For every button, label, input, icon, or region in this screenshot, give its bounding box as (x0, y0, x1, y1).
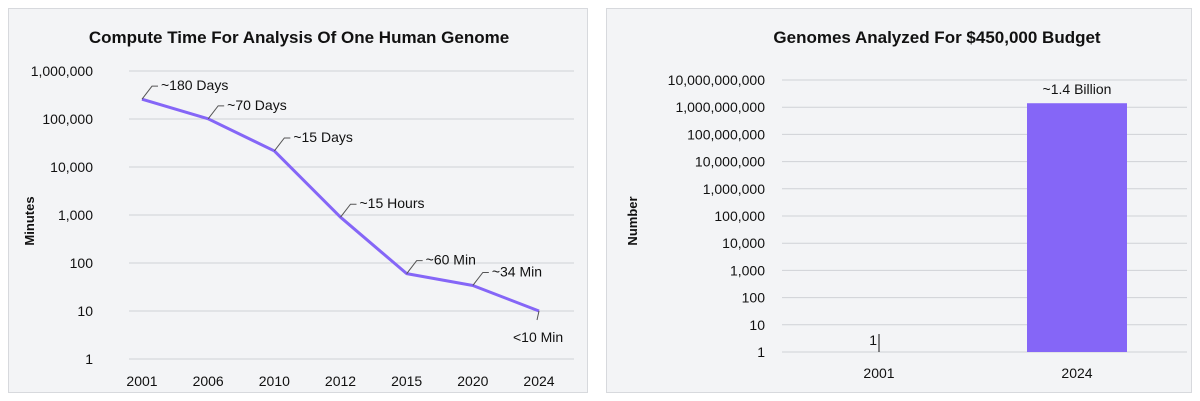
y-tick-label: 10,000,000 (695, 154, 765, 170)
data-label: ~1.4 Billion (1043, 81, 1112, 97)
x-tick-label: 2020 (457, 373, 488, 389)
x-tick-label: 2012 (325, 373, 356, 389)
y-tick-label: 100,000 (42, 111, 93, 127)
x-tick-label: 2001 (126, 373, 157, 389)
data-label-leader (406, 260, 423, 274)
x-tick-label: 2010 (259, 373, 290, 389)
data-label-leader (207, 105, 225, 120)
data-label: <10 Min (513, 329, 563, 345)
data-label: ~15 Hours (360, 195, 425, 211)
y-tick-label: 100 (70, 255, 94, 271)
compute-time-chart-panel: Compute Time For Analysis Of One Human G… (8, 8, 588, 393)
data-label-leader (472, 271, 489, 286)
y-tick-label: 1,000 (730, 262, 765, 278)
compute-time-chart: Compute Time For Analysis Of One Human G… (22, 28, 574, 389)
y-axis-title: Number (625, 196, 640, 245)
data-label-leader (141, 85, 158, 100)
data-label: ~34 Min (492, 263, 542, 279)
y-tick-label: 1 (757, 344, 765, 360)
y-tick-label: 10 (77, 303, 93, 319)
genomes-budget-chart: Genomes Analyzed For $450,000 Budget Num… (625, 28, 1187, 381)
y-tick-label: 1,000,000 (31, 63, 93, 79)
y-tick-label: 10 (749, 317, 765, 333)
x-tick-label: 2006 (193, 373, 224, 389)
data-label: ~15 Days (293, 129, 353, 145)
y-tick-label: 100,000 (714, 208, 765, 224)
y-tick-label: 1,000,000 (703, 181, 765, 197)
genomes-budget-chart-panel: Genomes Analyzed For $450,000 Budget Num… (606, 8, 1192, 393)
y-tick-label: 1,000,000,000 (675, 99, 765, 115)
data-label: ~70 Days (227, 97, 287, 113)
data-label: 1 (869, 332, 877, 348)
x-tick-label: 2015 (391, 373, 422, 389)
x-tick-label: 2024 (523, 373, 554, 389)
y-tick-label: 1 (85, 351, 93, 367)
y-tick-label: 10,000 (722, 235, 765, 251)
x-tick-label: 2001 (863, 365, 894, 381)
data-label-leader (340, 203, 357, 218)
y-tick-label: 100,000,000 (687, 126, 765, 142)
chart-title: Genomes Analyzed For $450,000 Budget (773, 28, 1101, 47)
data-label: ~180 Days (161, 77, 228, 93)
data-label-leader (273, 137, 291, 152)
y-tick-label: 1,000 (58, 207, 93, 223)
x-tick-label: 2024 (1061, 365, 1092, 381)
chart-title: Compute Time For Analysis Of One Human G… (89, 28, 509, 47)
y-tick-label: 10,000,000,000 (668, 72, 766, 88)
y-tick-label: 10,000 (50, 159, 93, 175)
data-label: ~60 Min (426, 252, 476, 268)
data-label-leader (536, 310, 540, 321)
y-axis-title: Minutes (22, 196, 37, 245)
y-tick-label: 100 (742, 290, 766, 306)
bar (1027, 103, 1127, 353)
